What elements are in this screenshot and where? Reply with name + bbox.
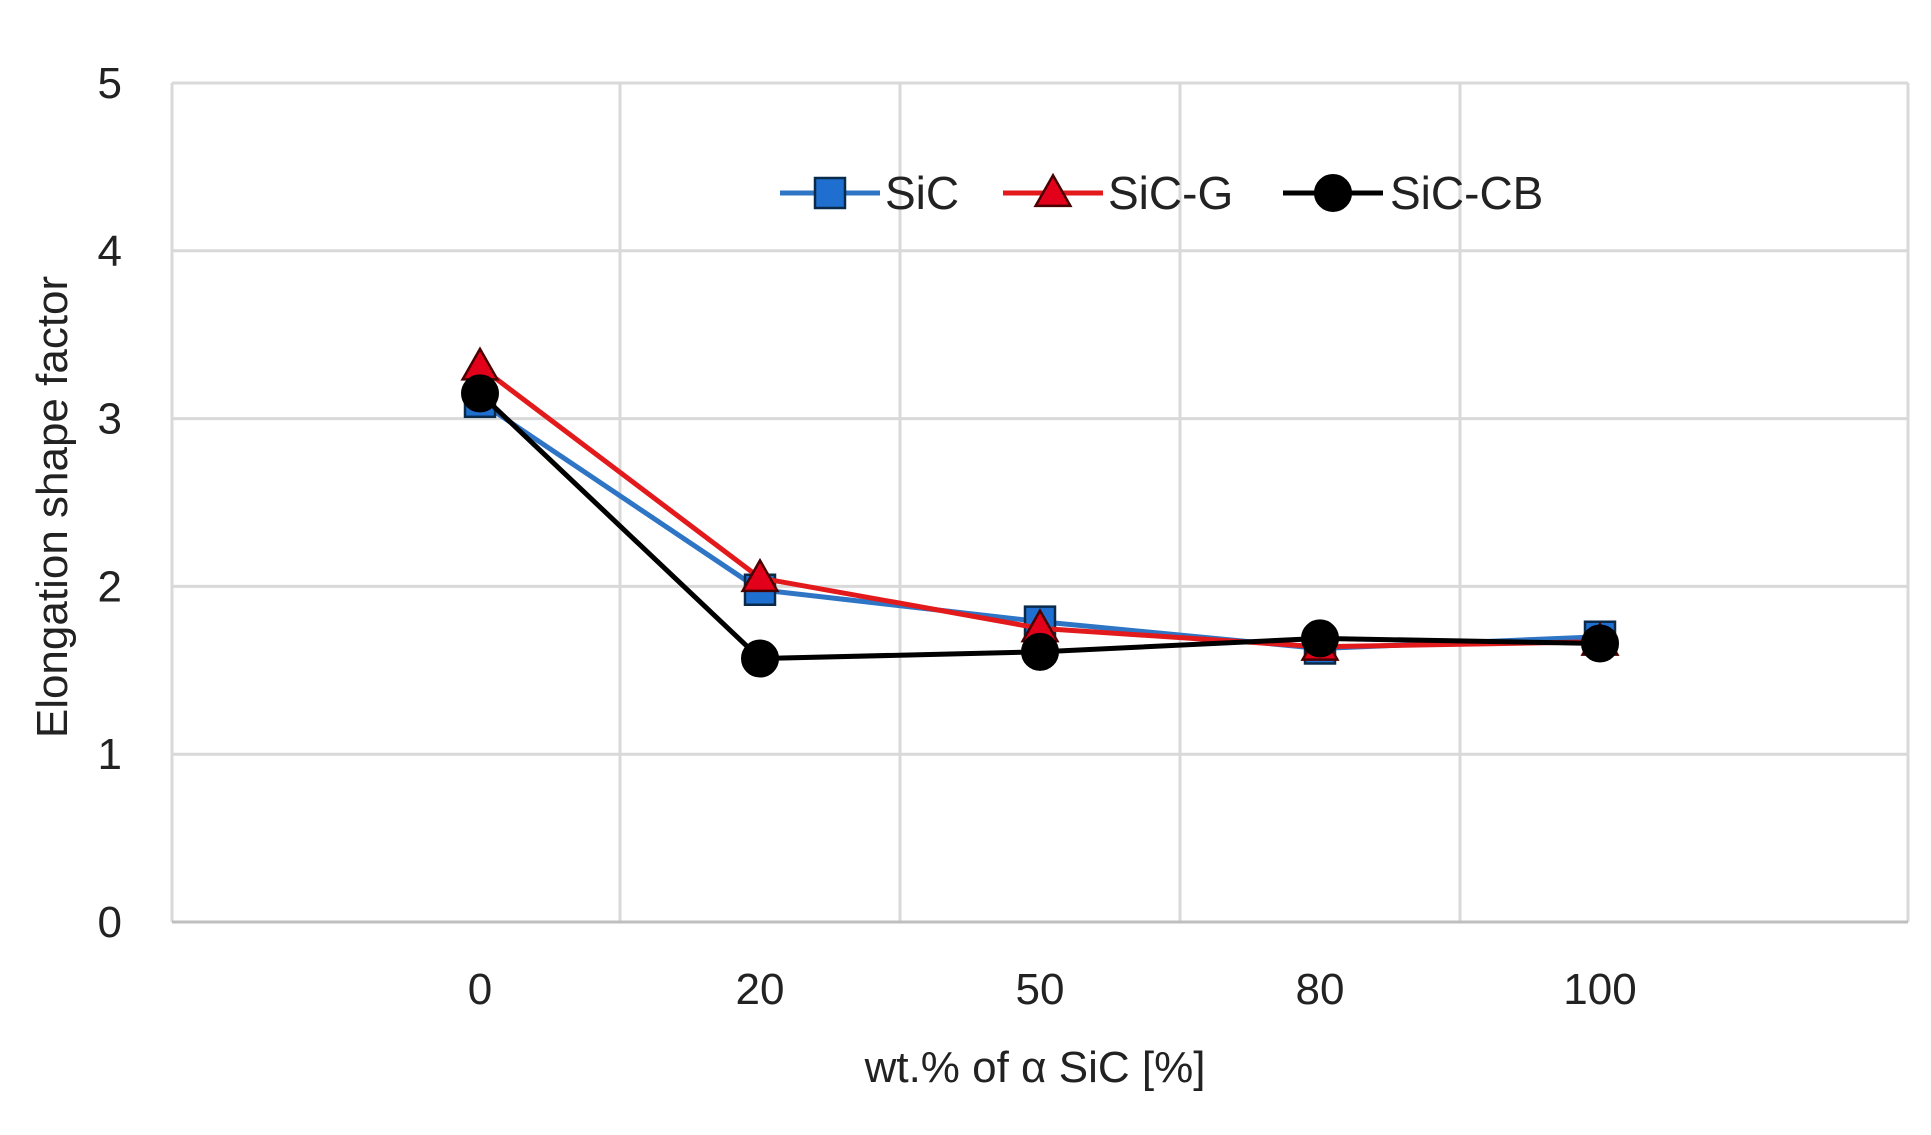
x-tick-labels: 0 20 50 80 100 (468, 965, 1637, 1014)
x-tick-label: 20 (736, 965, 785, 1014)
x-axis-title: wt.% of α SiC [%] (864, 1043, 1206, 1092)
x-tick-label: 100 (1563, 965, 1636, 1014)
y-tick-label: 0 (98, 898, 122, 947)
legend-marker (1314, 174, 1352, 212)
data-point (741, 639, 779, 678)
data-point (1021, 632, 1059, 671)
data-point (740, 557, 780, 593)
y-tick-labels: 0 1 2 3 4 5 (98, 59, 122, 947)
legend-label: SiC-G (1108, 167, 1233, 219)
grid (170, 81, 1910, 922)
x-tick-label: 0 (468, 965, 492, 1014)
legend-entry-sic: SiC (780, 167, 959, 219)
series-line (478, 364, 1601, 650)
legend-marker (1033, 172, 1073, 208)
legend-marker (813, 176, 847, 210)
data-point (1581, 624, 1619, 663)
x-tick-label: 50 (1016, 965, 1065, 1014)
legend-entry-sic-cb: SiC-CB (1283, 167, 1543, 219)
data-point (461, 374, 499, 413)
y-tick-label: 3 (98, 395, 122, 444)
y-tick-label: 1 (98, 730, 122, 779)
y-tick-label: 5 (98, 59, 122, 108)
y-tick-label: 2 (98, 562, 122, 611)
y-tick-label: 4 (98, 227, 122, 276)
legend-entry-sic-g: SiC-G (1003, 167, 1233, 219)
legend-label: SiC-CB (1390, 167, 1543, 219)
series-layer (460, 346, 1620, 678)
series-sic-cb (461, 374, 1619, 678)
legend-label: SiC (885, 167, 959, 219)
y-axis-title: Elongation shape factor (28, 276, 77, 738)
x-tick-label: 80 (1296, 965, 1345, 1014)
data-point (1301, 619, 1339, 658)
legend: SiC SiC-G SiC-CB (780, 167, 1543, 219)
